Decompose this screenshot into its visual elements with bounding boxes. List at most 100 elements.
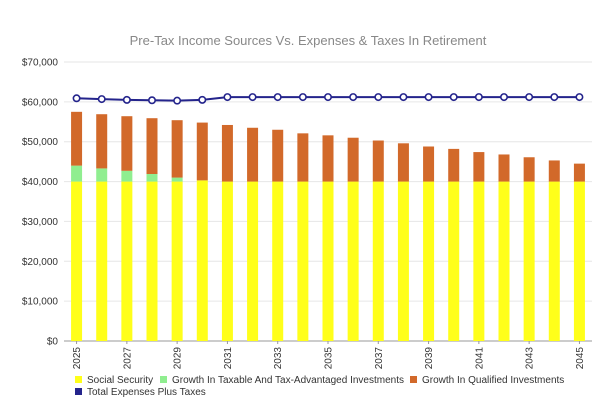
legend-item: Total Expenses Plus Taxes [75, 387, 206, 398]
line-point [349, 93, 358, 102]
y-axis-ticks: $0 $10,000 $20,000 $30,000 $40,000 $50,000 $60… [22, 58, 59, 348]
legend-item: Growth In Qualified Investments [410, 375, 564, 386]
line-point [173, 96, 182, 105]
bar-social-security [548, 181, 560, 341]
bar-growth-qualified [473, 152, 485, 182]
bar-social-security [247, 181, 259, 341]
bar-growth-qualified [548, 160, 560, 182]
legend-item: Social Security [75, 375, 153, 386]
line-point [148, 96, 157, 105]
line-point [474, 93, 483, 102]
legend-swatch [410, 376, 417, 383]
bar-growth-qualified [322, 135, 334, 182]
bar-growth-taxable [121, 170, 133, 182]
bar-social-security [573, 181, 585, 341]
line-point [122, 95, 131, 104]
bar-social-security [397, 181, 409, 341]
line-point [424, 93, 433, 102]
bar-growth-qualified [171, 120, 183, 178]
bar-social-security [272, 181, 284, 341]
x-tick-label: 2031 [223, 347, 234, 370]
line-point [575, 93, 584, 102]
bar-growth-qualified [96, 114, 108, 169]
bar-social-security [171, 181, 183, 341]
line-point [449, 93, 458, 102]
bar-growth-qualified [347, 137, 359, 182]
bar-growth-qualified [372, 140, 384, 182]
total-line-series [72, 93, 584, 105]
bar-growth-qualified [498, 154, 510, 182]
bar-growth-qualified [423, 146, 435, 182]
legend-swatch [75, 388, 82, 395]
y-tick-label: $50,000 [22, 137, 59, 148]
bar-growth-taxable [171, 177, 183, 182]
bar-growth-qualified [221, 124, 233, 182]
bar-growth-taxable [146, 173, 158, 182]
x-tick-label: 2025 [72, 347, 83, 370]
chart-title: Pre-Tax Income Sources Vs. Expenses & Ta… [130, 33, 487, 48]
bar-social-security [96, 181, 108, 341]
legend-label: Growth In Qualified Investments [422, 375, 564, 386]
legend-label: Total Expenses Plus Taxes [87, 387, 206, 398]
bar-social-security [372, 181, 384, 341]
line-point [198, 95, 207, 104]
line-point [298, 93, 307, 102]
bar-social-security [498, 181, 510, 341]
bar-social-security [297, 181, 309, 341]
bars [71, 111, 585, 341]
line-point [374, 93, 383, 102]
bar-growth-qualified [71, 111, 83, 166]
line-point [499, 93, 508, 102]
bar-growth-qualified [272, 129, 284, 182]
x-tick-label: 2027 [122, 347, 133, 370]
x-tick-label: 2039 [424, 347, 435, 370]
bar-growth-qualified [523, 157, 535, 182]
bar-social-security [423, 181, 435, 341]
bar-growth-qualified [573, 163, 585, 182]
bar-growth-qualified [297, 133, 309, 182]
legend: Social Security Growth In Taxable And Tax… [75, 375, 564, 398]
y-tick-label: $20,000 [22, 257, 59, 268]
bar-social-security [347, 181, 359, 341]
x-tick-label: 2037 [374, 347, 385, 370]
line-point [550, 93, 559, 102]
bar-growth-qualified [247, 127, 259, 182]
bar-growth-qualified [448, 148, 460, 182]
bar-social-security [221, 181, 233, 341]
bar-growth-taxable [71, 165, 83, 182]
bar-growth-qualified [146, 118, 158, 174]
bar-social-security [473, 181, 485, 341]
bar-social-security [146, 181, 158, 341]
y-tick-label: $70,000 [22, 58, 59, 69]
legend-label: Growth In Taxable And Tax-Advantaged Inv… [172, 375, 404, 386]
x-tick-label: 2035 [324, 347, 335, 370]
x-tick-label: 2041 [474, 347, 485, 370]
line-point [72, 94, 81, 103]
bar-social-security [523, 181, 535, 341]
legend-item: Growth In Taxable And Tax-Advantaged Inv… [160, 375, 404, 386]
bar-social-security [71, 181, 83, 341]
line-point [399, 93, 408, 102]
x-tick-label: 2029 [173, 347, 184, 370]
y-tick-label: $60,000 [22, 97, 59, 108]
line-point [273, 93, 282, 102]
bar-growth-taxable [96, 168, 108, 182]
y-tick-label: $10,000 [22, 297, 59, 308]
x-tick-label: 2033 [273, 347, 284, 370]
x-tick-label: 2043 [525, 347, 536, 370]
x-axis-ticks: 2025 2027 2029 2031 2033 2035 2037 2039 2041 2043… [72, 341, 586, 369]
line-point [248, 93, 257, 102]
y-tick-label: $0 [47, 337, 59, 348]
bar-growth-qualified [121, 116, 133, 171]
y-tick-label: $40,000 [22, 177, 59, 188]
bar-growth-qualified [196, 122, 208, 181]
bar-social-security [196, 180, 208, 341]
y-tick-label: $30,000 [22, 217, 59, 228]
bar-growth-qualified [397, 143, 409, 182]
legend-swatch [160, 376, 167, 383]
legend-swatch [75, 376, 82, 383]
legend-label: Social Security [87, 375, 153, 386]
line-point [525, 93, 534, 102]
line-point [223, 93, 232, 102]
